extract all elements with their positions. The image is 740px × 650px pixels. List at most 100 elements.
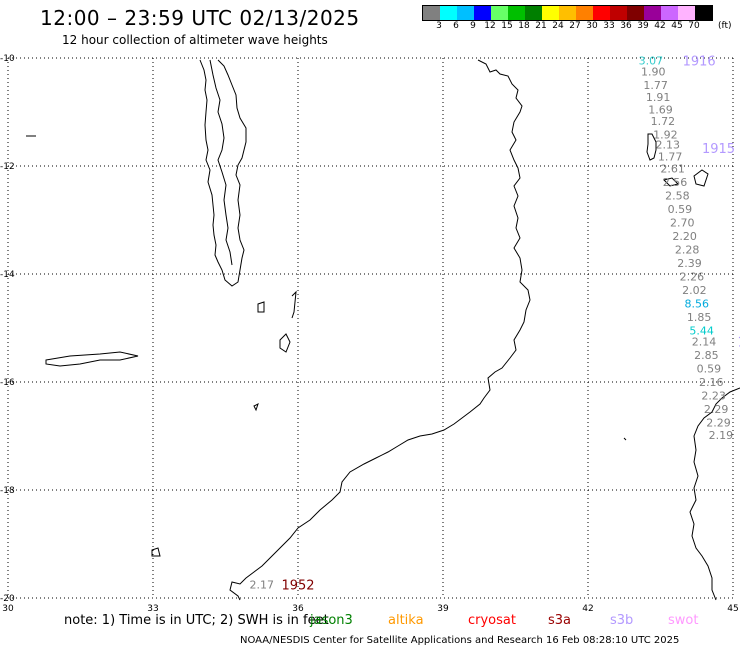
color-swatch [525, 6, 542, 20]
wave-height-label: 2.28 [675, 244, 700, 257]
lat-tick-label: -14 [0, 270, 15, 280]
wave-height-label: 2.23 [701, 390, 726, 403]
small-lake-3 [291, 290, 297, 319]
legend-item-cryosat: cryosat [468, 613, 516, 628]
color-scale-tick: 15 [501, 21, 513, 31]
color-swatch [661, 6, 678, 20]
legend-item-s3a: s3a [548, 613, 572, 628]
graticule [7, 57, 734, 599]
wave-height-label: 2.29 [704, 403, 729, 416]
coastlines [26, 59, 740, 601]
color-swatch [457, 6, 474, 20]
color-scale-tick: 70 [688, 21, 700, 31]
small-mark-2 [253, 403, 259, 412]
wave-height-label: 2.17 [250, 579, 275, 592]
madagascar-coastline [689, 387, 740, 601]
note-text: note: 1) Time is in UTC; 2) SWH is in fe… [64, 613, 329, 628]
pass-time-label: 1915 [702, 142, 735, 157]
small-mark-3 [623, 437, 627, 441]
color-scale-bar [422, 5, 713, 21]
color-scale-tick: 24 [552, 21, 564, 31]
wave-height-label: 0.59 [668, 203, 693, 216]
wave-height-label: 2.20 [672, 230, 697, 243]
lat-tick-label: -18 [0, 486, 15, 496]
wave-height-label: 0.59 [697, 363, 722, 376]
wave-height-label: 1.77 [643, 79, 668, 92]
lake-malawi-west-shore [209, 59, 233, 266]
pass-time-label: 191 [738, 336, 740, 351]
color-swatch [440, 6, 457, 20]
color-swatch [474, 6, 491, 20]
color-swatch [491, 6, 508, 20]
color-scale-tick: 27 [569, 21, 581, 31]
color-swatch [610, 6, 627, 20]
observation-labels: 3.071.901.771.911.691.721.922.131.772.61… [250, 55, 734, 592]
wave-height-label: 5.44 [689, 325, 714, 338]
wave-height-label: 2.02 [682, 284, 707, 297]
color-swatch [678, 6, 695, 20]
anjouan-island [693, 169, 709, 187]
wave-height-label: 2.56 [663, 176, 688, 189]
color-scale-unit: (ft) [718, 21, 732, 31]
lon-tick-label: 30 [2, 604, 14, 614]
wave-height-label: 1.69 [648, 103, 673, 116]
color-scale-tick: 45 [671, 21, 683, 31]
legend-item-swot: swot [668, 613, 699, 628]
map-title: 12:00 – 23:59 UTC 02/13/2025 [40, 6, 360, 30]
lon-tick-label: 33 [147, 604, 158, 614]
wave-height-label: 2.13 [656, 138, 681, 151]
small-lake-1 [279, 333, 291, 353]
color-swatch [627, 6, 644, 20]
axis-labels: 30 33 36 39 42 45 -10 -12 -14 -16 -18 -20 [0, 54, 739, 614]
color-scale-tick: 6 [453, 21, 459, 31]
lat-tick-label: -20 [0, 594, 15, 604]
wave-height-label: 1.91 [646, 91, 671, 104]
lake-malawi-outline [199, 59, 247, 287]
lat-tick-label: -10 [0, 54, 15, 64]
wave-height-label: 2.19 [709, 429, 734, 442]
wave-height-label: 2.58 [665, 190, 690, 203]
color-swatch [576, 6, 593, 20]
wave-height-label: 3.07 [639, 55, 664, 68]
wave-height-label: 2.14 [692, 336, 717, 349]
wave-height-label: 2.16 [699, 376, 724, 389]
east-africa-coastline [229, 59, 531, 601]
color-scale-tick: 18 [518, 21, 530, 31]
grande-comore [646, 133, 657, 161]
color-swatch [508, 6, 525, 20]
color-swatch [542, 6, 559, 20]
wave-height-label: 2.70 [670, 217, 695, 230]
legend-item-s3b: s3b [610, 613, 634, 628]
credit-line: NOAA/NESDIS Center for Satellite Applica… [240, 635, 680, 646]
lon-tick-label: 39 [437, 604, 449, 614]
lat-tick-label: -16 [0, 378, 15, 388]
wave-height-label: 2.85 [694, 349, 719, 362]
color-swatch [423, 6, 440, 20]
color-swatch [593, 6, 610, 20]
color-scale-tick: 12 [484, 21, 496, 31]
color-scale-tick: 39 [637, 21, 649, 31]
pass-time-label: 1952 [281, 579, 314, 594]
small-lake-4 [151, 547, 161, 557]
wave-height-label: 1.90 [641, 66, 666, 79]
color-swatch [695, 6, 712, 20]
color-scale-tick: 30 [586, 21, 598, 31]
wave-height-label: 1.85 [687, 311, 712, 324]
pass-time-label: 1916 [683, 55, 716, 70]
wave-height-label: 1.92 [653, 129, 678, 142]
map-subtitle: 12 hour collection of altimeter wave hei… [62, 33, 328, 47]
lon-tick-label: 36 [292, 604, 304, 614]
moheli-island [663, 177, 679, 187]
wave-height-label: 1.72 [651, 115, 676, 128]
lake-outline-west [45, 351, 139, 367]
color-scale-tick: 3 [436, 21, 442, 31]
pass-labels: 1916 1915 191 1952 [281, 55, 740, 594]
lon-tick-label: 45 [727, 604, 738, 614]
lat-tick-label: -12 [0, 162, 15, 172]
color-swatch [644, 6, 661, 20]
wave-height-label: 2.29 [706, 417, 731, 430]
color-scale-tick: 9 [470, 21, 476, 31]
wave-height-label: 2.39 [677, 257, 702, 270]
wave-height-label: 2.61 [660, 163, 685, 176]
